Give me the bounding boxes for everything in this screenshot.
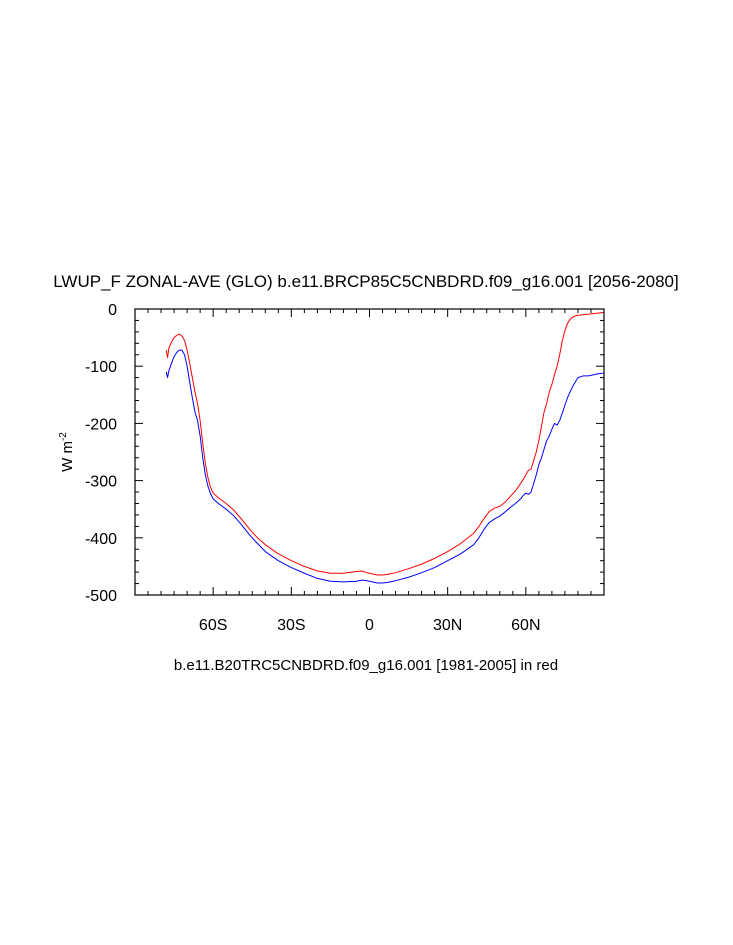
x-tick-labels: 60S 30S 0 30N 60N xyxy=(199,617,541,634)
y-tick-label: 0 xyxy=(108,302,117,319)
y-tick-label: -200 xyxy=(85,416,117,433)
chart-caption: b.e11.B20TRC5CNBDRD.f09_g16.001 [1981-20… xyxy=(174,657,558,674)
plot-area xyxy=(134,308,605,596)
plot-frame xyxy=(134,308,605,596)
y-axis-label: W m-2 xyxy=(58,432,76,472)
y-axis-label-main: W m xyxy=(59,441,76,472)
axis-ticks xyxy=(134,308,605,596)
x-tick-label: 60N xyxy=(511,617,540,634)
y-tick-label: -500 xyxy=(85,588,117,605)
series-layer xyxy=(165,311,605,584)
series-line-red xyxy=(165,311,605,576)
y-tick-label: -100 xyxy=(85,359,117,376)
x-tick-label: 30N xyxy=(433,617,462,634)
x-tick-label: 0 xyxy=(365,617,374,634)
chart-title: LWUP_F ZONAL-AVE (GLO) b.e11.BRCP85C5CNB… xyxy=(53,272,679,291)
y-tick-labels: 0 -100 -200 -300 -400 -500 xyxy=(85,302,117,605)
y-axis-label-exponent: -2 xyxy=(58,432,69,441)
x-tick-label: 60S xyxy=(199,617,227,634)
series-line-blue xyxy=(165,349,605,584)
x-tick-label: 30S xyxy=(277,617,305,634)
y-tick-label: -300 xyxy=(85,474,117,491)
y-tick-label: -400 xyxy=(85,531,117,548)
